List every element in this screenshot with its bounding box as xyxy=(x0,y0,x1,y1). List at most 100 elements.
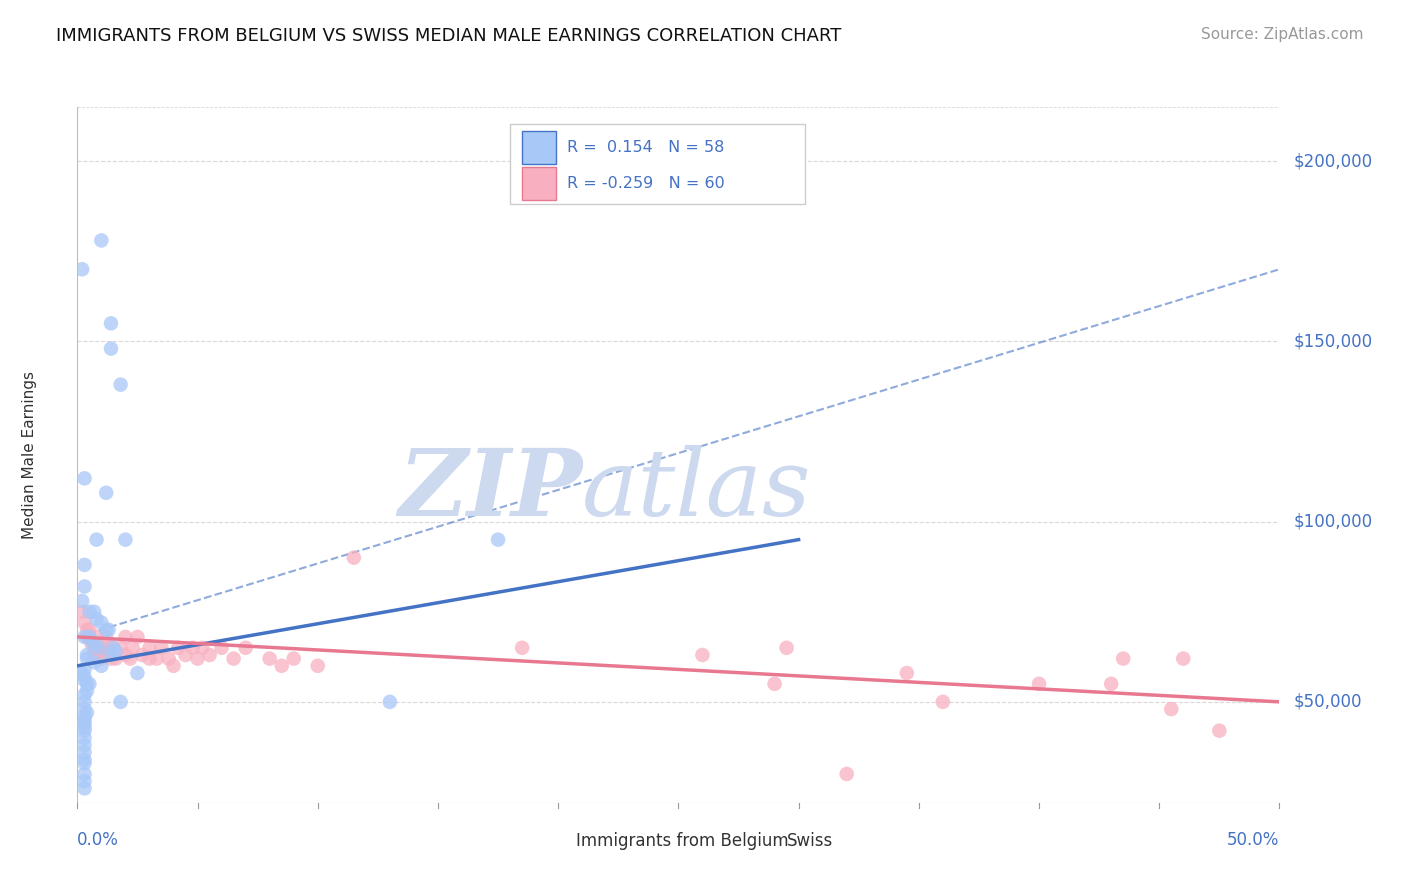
Text: $100,000: $100,000 xyxy=(1294,513,1372,531)
Point xyxy=(103,640,125,655)
Point xyxy=(486,533,509,547)
Point xyxy=(79,605,101,619)
Point xyxy=(167,640,190,655)
Point xyxy=(775,640,797,655)
Point xyxy=(110,695,132,709)
Point xyxy=(73,695,96,709)
Point xyxy=(186,651,209,665)
Point xyxy=(763,677,786,691)
Point xyxy=(73,716,96,731)
Point xyxy=(73,558,96,572)
Point xyxy=(73,756,96,771)
Text: 50.0%: 50.0% xyxy=(1227,830,1279,848)
Point xyxy=(87,640,110,655)
Point xyxy=(198,648,221,662)
Point xyxy=(73,713,96,727)
Point xyxy=(73,753,96,767)
Text: Source: ZipAtlas.com: Source: ZipAtlas.com xyxy=(1201,27,1364,42)
Point xyxy=(211,640,233,655)
Text: IMMIGRANTS FROM BELGIUM VS SWISS MEDIAN MALE EARNINGS CORRELATION CHART: IMMIGRANTS FROM BELGIUM VS SWISS MEDIAN … xyxy=(56,27,842,45)
Point xyxy=(83,640,105,655)
Point xyxy=(1160,702,1182,716)
Point xyxy=(235,640,257,655)
Point xyxy=(103,640,125,655)
Point xyxy=(138,640,160,655)
Point xyxy=(90,615,112,630)
Point xyxy=(76,623,98,637)
Point xyxy=(307,658,329,673)
Text: ZIP: ZIP xyxy=(398,445,582,534)
Point xyxy=(96,485,118,500)
Point xyxy=(76,648,98,662)
Point xyxy=(120,651,142,665)
Text: $200,000: $200,000 xyxy=(1294,153,1372,170)
Bar xyxy=(546,830,568,852)
Point xyxy=(100,651,122,665)
Point xyxy=(90,234,112,248)
Point xyxy=(83,605,105,619)
Point xyxy=(79,630,101,644)
Point xyxy=(145,651,167,665)
Point xyxy=(127,666,149,681)
Point xyxy=(76,706,98,720)
Point xyxy=(70,605,93,619)
Point xyxy=(80,637,103,651)
Point xyxy=(83,637,105,651)
Text: R = -0.259   N = 60: R = -0.259 N = 60 xyxy=(567,176,724,191)
Point xyxy=(114,533,136,547)
Point xyxy=(1028,677,1050,691)
Point xyxy=(343,550,366,565)
Text: $150,000: $150,000 xyxy=(1294,333,1372,351)
Point xyxy=(270,658,292,673)
Point xyxy=(70,262,93,277)
Point xyxy=(222,651,245,665)
Bar xyxy=(522,131,555,164)
Point xyxy=(510,640,533,655)
Point xyxy=(76,630,98,644)
Point xyxy=(80,633,103,648)
Point xyxy=(73,670,96,684)
Point xyxy=(932,695,955,709)
Point xyxy=(100,316,122,330)
Point xyxy=(121,640,143,655)
Point xyxy=(1112,651,1135,665)
Point xyxy=(127,630,149,644)
Point xyxy=(100,648,122,662)
Point xyxy=(70,594,93,608)
Point xyxy=(90,658,112,673)
Point xyxy=(1208,723,1230,738)
Point xyxy=(97,623,120,637)
Point xyxy=(86,533,108,547)
Point xyxy=(86,630,108,644)
Point xyxy=(83,648,105,662)
Point xyxy=(73,738,96,752)
Point xyxy=(73,723,96,738)
Point xyxy=(110,377,132,392)
Point xyxy=(79,630,101,644)
Point xyxy=(114,648,136,662)
Point xyxy=(896,666,918,681)
Point xyxy=(79,623,101,637)
Point xyxy=(174,648,197,662)
Point xyxy=(138,651,160,665)
Point xyxy=(76,651,98,665)
Point xyxy=(90,651,112,665)
Point xyxy=(73,745,96,759)
Point xyxy=(96,630,118,644)
Point xyxy=(110,640,132,655)
Text: Median Male Earnings: Median Male Earnings xyxy=(21,371,37,539)
FancyBboxPatch shape xyxy=(510,124,804,204)
Point xyxy=(692,648,714,662)
Point xyxy=(259,651,281,665)
Text: $50,000: $50,000 xyxy=(1294,693,1362,711)
Bar xyxy=(522,167,555,201)
Point xyxy=(73,688,96,702)
Point xyxy=(104,644,127,658)
Bar xyxy=(756,830,778,852)
Point xyxy=(96,623,118,637)
Text: Swiss: Swiss xyxy=(786,832,832,850)
Text: Immigrants from Belgium: Immigrants from Belgium xyxy=(576,832,789,850)
Point xyxy=(79,677,101,691)
Point xyxy=(73,673,96,688)
Point xyxy=(87,644,110,658)
